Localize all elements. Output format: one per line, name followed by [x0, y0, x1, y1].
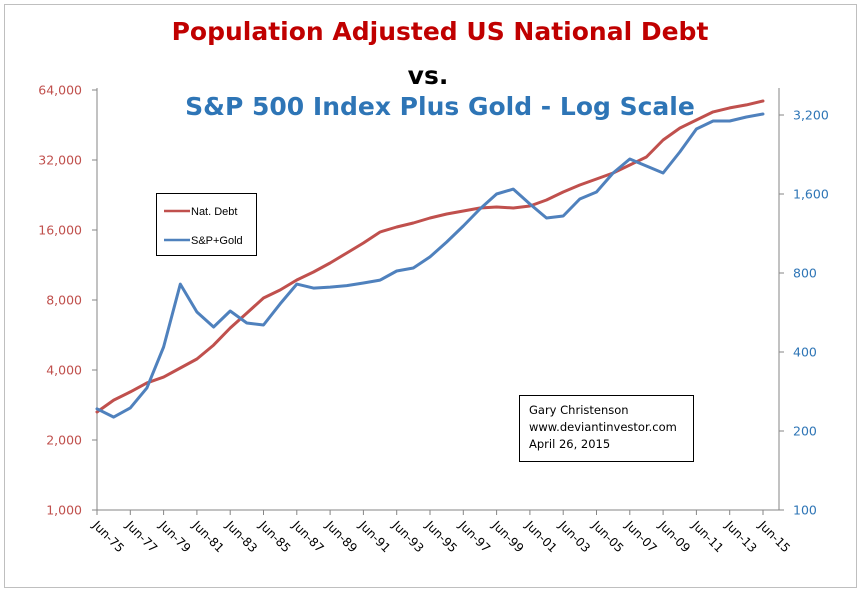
x-tick-label: Jun-85	[256, 518, 294, 556]
x-tick-label: Jun-11	[689, 518, 727, 556]
left-tick-label: 8,000	[46, 293, 82, 308]
x-tick-label: Jun-05	[589, 518, 627, 556]
x-tick-label: Jun-99	[489, 518, 527, 556]
x-tick-label: Jun-81	[189, 518, 227, 556]
chart-title: Population Adjusted US National Debt	[172, 17, 709, 46]
x-tick-label: Jun-77	[122, 518, 160, 556]
right-tick-label: 3,200	[793, 108, 829, 123]
annotation-date: April 26, 2015	[529, 437, 610, 451]
x-tick-label: Jun-87	[289, 518, 327, 556]
series-line-sp-gold	[95, 112, 765, 419]
left-tick-label: 16,000	[38, 223, 82, 238]
x-axis-ticks: Jun-75Jun-77Jun-79Jun-81Jun-83Jun-85Jun-…	[89, 510, 793, 555]
right-tick-label: 400	[793, 345, 817, 360]
x-tick-label: Jun-75	[89, 518, 127, 556]
x-tick-label: Jun-91	[356, 518, 394, 556]
x-tick-label: Jun-03	[555, 518, 593, 556]
left-tick-label: 4,000	[46, 363, 82, 378]
chart-frame	[4, 4, 857, 588]
x-tick-label: Jun-89	[322, 518, 360, 556]
x-tick-label: Jun-09	[655, 518, 693, 556]
right-tick-label: 200	[793, 424, 817, 439]
x-tick-label: Jun-79	[156, 518, 194, 556]
left-tick-label: 2,000	[46, 433, 82, 448]
annotation-author: Gary Christenson	[529, 403, 629, 417]
series-group	[95, 99, 765, 419]
x-tick-label: Jun-13	[722, 518, 760, 556]
left-tick-label: 32,000	[38, 153, 82, 168]
chart-title-vs: vs.	[408, 61, 449, 90]
annotation-box: Gary Christenson www.deviantinvestor.com…	[519, 395, 694, 462]
x-tick-label: Jun-15	[755, 518, 793, 556]
x-tick-label: Jun-97	[455, 518, 493, 556]
x-tick-label: Jun-95	[422, 518, 460, 556]
left-tick-label: 64,000	[38, 83, 82, 98]
legend: Nat. Debt S&P+Gold	[156, 193, 257, 256]
right-tick-label: 800	[793, 266, 817, 281]
x-tick-label: Jun-07	[622, 518, 660, 556]
right-tick-label: 100	[793, 503, 817, 518]
right-tick-label: 1,600	[793, 187, 829, 202]
annotation-website: www.deviantinvestor.com	[529, 420, 677, 434]
chart-subtitle: S&P 500 Index Plus Gold - Log Scale	[185, 92, 695, 121]
left-tick-label: 1,000	[46, 503, 82, 518]
x-tick-label: Jun-93	[389, 518, 427, 556]
legend-label-debt: Nat. Debt	[191, 206, 237, 218]
annotation-border	[519, 395, 694, 462]
x-tick-label: Jun-83	[222, 518, 260, 556]
x-tick-label: Jun-01	[522, 518, 560, 556]
legend-label-spgold: S&P+Gold	[191, 235, 243, 247]
right-axis-ticks: 100 200 400 800 1,600 3,200	[779, 108, 829, 518]
legend-box	[156, 193, 257, 256]
left-axis-ticks: 1,000 2,000 4,000 8,000 16,000 32,000 64,000	[38, 83, 97, 518]
